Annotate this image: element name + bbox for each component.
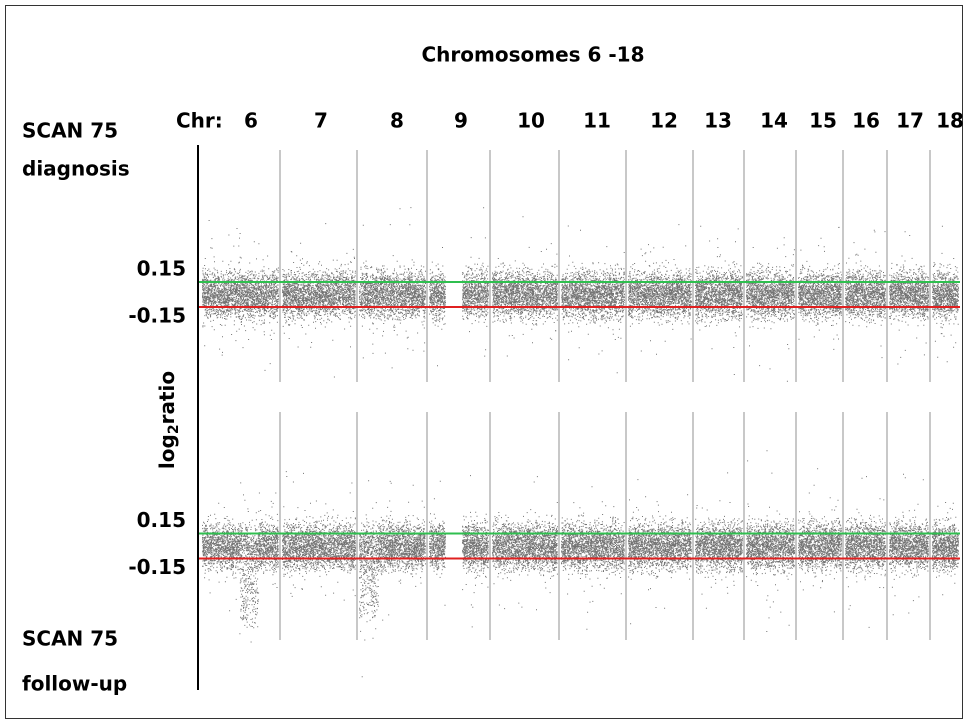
panel-label: SCAN 75 (22, 627, 118, 651)
probe-cloud (746, 237, 795, 382)
chromosome-label: 17 (896, 109, 924, 133)
chromosome-label: 6 (244, 109, 258, 133)
chromosome-label: 10 (517, 109, 545, 133)
probe-cloud (492, 216, 558, 357)
probe-cloud (282, 223, 356, 378)
probe-cloud (695, 472, 743, 609)
probe-layer (202, 207, 959, 678)
probe-cloud (845, 229, 886, 359)
chromosome-label: 8 (390, 109, 404, 133)
title: Chromosomes 6 -18 (421, 43, 644, 67)
probe-cloud (359, 480, 426, 678)
probe-cloud (429, 207, 489, 367)
probe-cloud (845, 476, 886, 628)
overlay (198, 281, 960, 560)
probe-cloud (798, 226, 842, 350)
probe-cloud (798, 468, 842, 613)
panel-label: diagnosis (22, 157, 130, 181)
panel-label: follow-up (22, 672, 127, 696)
chromosome-label: 18 (936, 109, 964, 133)
chromosome-label: 15 (809, 109, 837, 133)
backdrop (279, 150, 931, 640)
probe-cloud (492, 476, 558, 611)
probe-cloud (202, 482, 279, 643)
y-label-main: log (155, 434, 179, 469)
y-tick-label: 0.15 (137, 508, 186, 532)
chromosome-label: 16 (852, 109, 880, 133)
probe-cloud (889, 473, 929, 616)
probe-cloud (932, 225, 959, 363)
probe-cloud (695, 225, 743, 375)
y-tick-label: -0.15 (128, 555, 186, 579)
chromosome-label: 7 (314, 109, 328, 133)
frame (5, 5, 963, 719)
probe-cloud (561, 486, 625, 630)
chromosome-label: 13 (704, 109, 732, 133)
probe-cloud (889, 231, 929, 365)
chr-label: Chr: (176, 109, 223, 133)
y-label: log2ratio (155, 371, 183, 469)
probe-cloud (429, 475, 489, 628)
chromosome-label: 9 (454, 109, 468, 133)
probe-cloud (932, 502, 959, 596)
y-tick-label: 0.15 (137, 257, 186, 281)
chromosome-label: 12 (650, 109, 678, 133)
probe-cloud (628, 224, 692, 355)
probe-cloud (746, 450, 795, 632)
probe-cloud (628, 479, 692, 625)
panel-label: SCAN 75 (22, 119, 118, 143)
y-tick-label: -0.15 (128, 303, 186, 327)
probe-cloud (282, 471, 356, 601)
probe-cloud (202, 220, 279, 371)
y-label-sub: 2 (166, 424, 182, 434)
probe-cloud (561, 225, 625, 374)
chromosome-label: 14 (760, 109, 788, 133)
y-label-rest: ratio (155, 371, 179, 425)
probe-cloud (359, 207, 426, 369)
chromosome-label: 11 (583, 109, 611, 133)
